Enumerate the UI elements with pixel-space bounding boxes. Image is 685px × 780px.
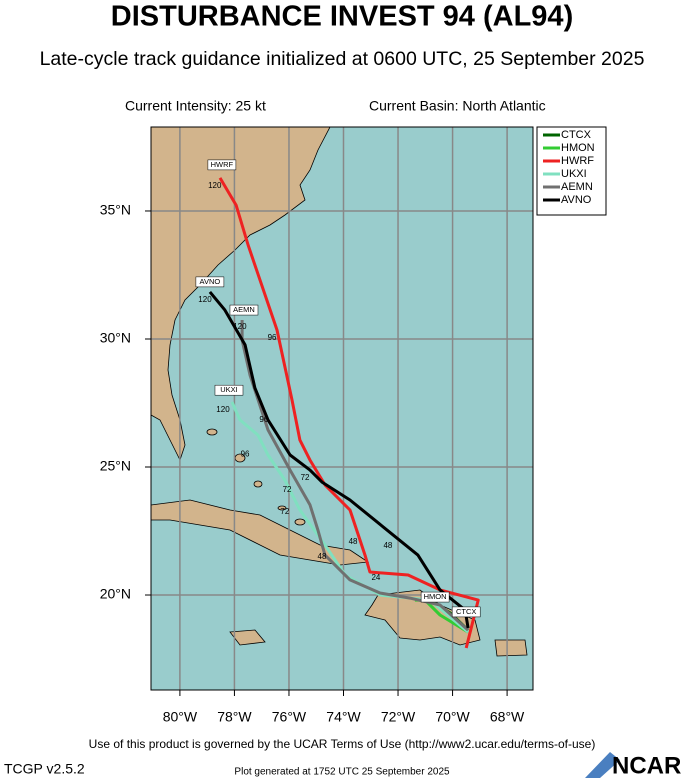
hour-label: 96 — [241, 449, 250, 458]
hour-label: 72 — [301, 473, 310, 482]
tag-box — [451, 606, 481, 618]
x-tick-label: 72°W — [381, 709, 416, 725]
x-tick-label: 68°W — [490, 709, 525, 725]
version: TCGP v2.5.2 — [4, 761, 85, 777]
track-tag: AEMN — [233, 305, 255, 314]
hour-label: 24 — [371, 573, 380, 582]
logo-mark — [585, 752, 620, 778]
basin: Current Basin: North Atlantic — [369, 98, 546, 114]
map-frame — [150, 126, 534, 691]
track-tag: AVNO — [200, 277, 221, 286]
hour-label: 72 — [280, 507, 289, 516]
terms: Use of this product is governed by the U… — [89, 737, 596, 751]
hour-label: 120 — [233, 322, 247, 331]
hour-label: 120 — [208, 181, 222, 190]
x-tick-label: 78°W — [217, 709, 252, 725]
y-tick-label: 35°N — [100, 202, 131, 218]
legend-label: AVNO — [561, 194, 592, 206]
track-line — [208, 290, 470, 629]
legend-label: AEMN — [561, 181, 593, 193]
track-tag: UKXI — [220, 385, 238, 394]
legend-label: UKXI — [561, 168, 587, 180]
tag-box — [420, 591, 450, 603]
x-tick-label: 70°W — [435, 709, 470, 725]
legend-label: HWRF — [561, 155, 594, 167]
track-tag: CTCX — [456, 607, 476, 616]
hour-label: 120 — [216, 405, 230, 414]
track-tag: HWRF — [211, 160, 234, 169]
logo: NCAR — [612, 752, 681, 779]
tag-box — [214, 384, 244, 396]
x-tick-label: 80°W — [163, 709, 198, 725]
intensity: Current Intensity: 25 kt — [125, 98, 266, 114]
hour-label: 120 — [198, 295, 212, 304]
hour-label: 48 — [383, 541, 392, 550]
y-tick-label: 20°N — [100, 586, 131, 602]
hour-label: 96 — [268, 333, 277, 342]
subtitle: Late-cycle track guidance initialized at… — [40, 48, 645, 70]
generated: Plot generated at 1752 UTC 25 September … — [234, 767, 450, 778]
x-tick-label: 74°W — [326, 709, 361, 725]
tag-box — [229, 304, 259, 316]
hour-label: 96 — [259, 415, 268, 424]
x-tick-label: 76°W — [272, 709, 307, 725]
hour-label: 72 — [283, 485, 292, 494]
tag-box — [207, 159, 237, 171]
tag-box — [195, 276, 225, 288]
y-tick-label: 30°N — [100, 330, 131, 346]
legend-label: CTCX — [561, 129, 592, 141]
hour-label: 48 — [349, 537, 358, 546]
legend-label: HMON — [561, 142, 595, 154]
y-tick-label: 25°N — [100, 458, 131, 474]
track-line — [240, 320, 470, 632]
title: DISTURBANCE INVEST 94 (AL94) — [111, 1, 573, 33]
hour-label: 48 — [318, 552, 327, 561]
track-tag: HMON — [424, 592, 447, 601]
